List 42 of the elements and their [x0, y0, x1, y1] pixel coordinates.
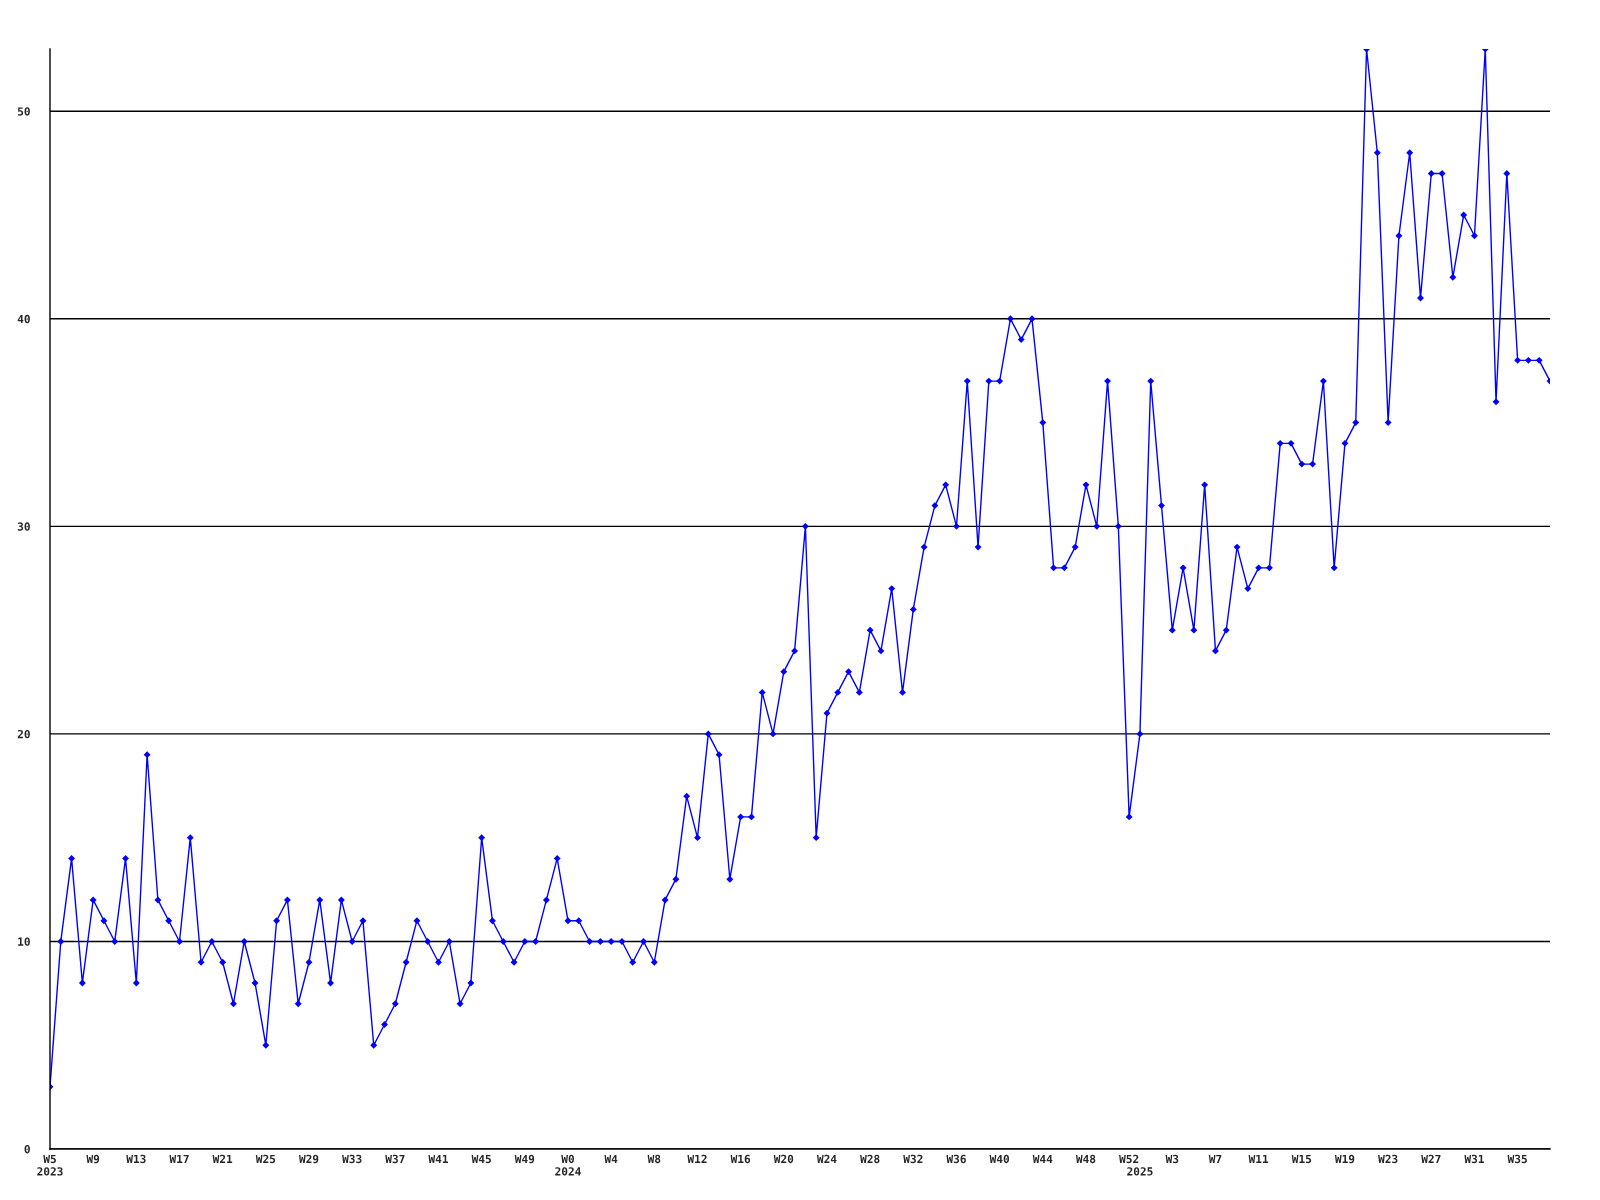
x-tick-label: W23: [1378, 1154, 1398, 1164]
x-tick-label: W20: [773, 1154, 794, 1164]
y-tick-label: 50: [17, 107, 30, 116]
y-tick-label: 30: [17, 522, 30, 531]
x-tick-label: W16: [730, 1154, 751, 1164]
x-tick-label: W12: [687, 1154, 707, 1163]
y-tick-label: 20: [17, 729, 30, 739]
x-tick-label: W24: [816, 1154, 837, 1163]
x-tick-label: W27: [1421, 1154, 1441, 1163]
x-tick-label: W33: [342, 1154, 362, 1164]
x-tick-label: W15: [1291, 1154, 1312, 1164]
x-tick-label: W8: [647, 1154, 661, 1164]
y-tick-label: 40: [17, 314, 30, 324]
x-tick-label: W17: [169, 1154, 189, 1163]
x-tick-label: W48: [1075, 1154, 1096, 1164]
x-tick-label: W36: [946, 1154, 966, 1164]
x-tick-label: W32: [903, 1154, 923, 1164]
x-tick-label: W35: [1507, 1154, 1527, 1164]
x-tick-label: W7: [1208, 1154, 1222, 1163]
x-tick-label: W4: [604, 1154, 618, 1163]
x-tick-label: W13: [126, 1154, 146, 1164]
x-tick-label: W49: [514, 1154, 535, 1164]
x-tick-label: W29: [298, 1154, 319, 1164]
x-tick-label: 2025: [1127, 1167, 1153, 1176]
x-tick-label: W40: [989, 1154, 1010, 1164]
x-tick-label: W28: [860, 1154, 880, 1164]
x-tick-label: W37: [385, 1154, 405, 1164]
x-tick-label: W31: [1464, 1154, 1484, 1164]
x-tick-label: W21: [212, 1154, 233, 1163]
y-tick-label: 0: [24, 1144, 30, 1154]
x-tick-label: W44: [1032, 1154, 1053, 1163]
x-tick-label: W9: [86, 1154, 100, 1164]
x-tick-label: W45: [471, 1154, 491, 1164]
x-tick-label: W11: [1248, 1154, 1269, 1163]
x-tick-label: W25: [255, 1154, 276, 1164]
x-tick-label: W5 2023: [37, 1154, 63, 1176]
y-tick-label: 10: [18, 937, 30, 946]
x-tick-label: W0 2024: [555, 1154, 581, 1176]
x-tick-label: W52: [1119, 1154, 1139, 1164]
x-tick-label: W41: [428, 1154, 448, 1163]
x-tick-label: W3: [1165, 1154, 1179, 1164]
x-tick-label: W19: [1334, 1154, 1355, 1164]
